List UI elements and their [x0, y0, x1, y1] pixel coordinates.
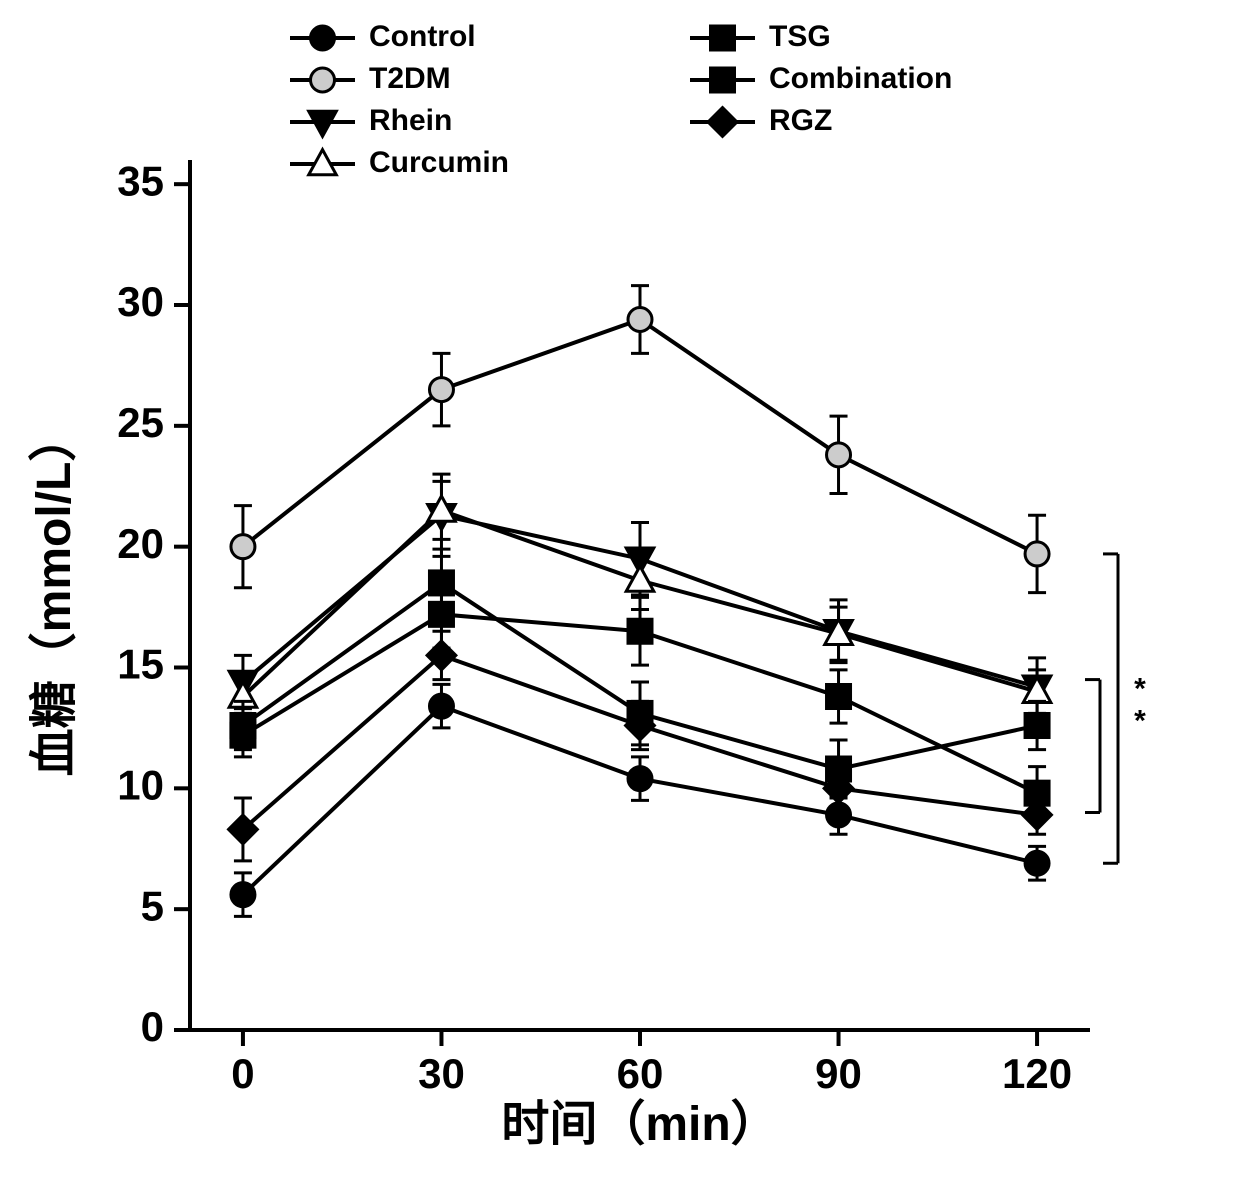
x-tick-label: 90: [815, 1050, 862, 1097]
legend-item-curcumin: Curcumin: [290, 146, 509, 179]
y-tick-label: 25: [117, 399, 164, 446]
chart-container: 0 5 10 15 20 25 30 35 0 30 60 90 120 时间（min） 血糖（mmol/L…: [0, 0, 1240, 1199]
legend-label: Combination: [769, 62, 952, 95]
legend-label: Control: [369, 20, 476, 53]
sig-star: *: [1134, 673, 1146, 706]
legend-label: Rhein: [369, 104, 452, 137]
x-tick-label: 0: [231, 1050, 254, 1097]
y-tick-label: 30: [117, 278, 164, 325]
legend-label: T2DM: [369, 62, 451, 95]
x-tick-label: 60: [617, 1050, 664, 1097]
y-tick-label: 15: [117, 641, 164, 688]
x-tick-label: 120: [1002, 1050, 1072, 1097]
y-tick-label: 35: [117, 157, 164, 204]
legend-label: Curcumin: [369, 146, 509, 179]
y-tick-label: 20: [117, 520, 164, 567]
legend-label: RGZ: [769, 104, 832, 137]
y-tick-label: 10: [117, 761, 164, 808]
x-axis-label: 时间（min）: [501, 1098, 778, 1151]
y-tick-label: 5: [141, 882, 164, 929]
y-axis-label: 血糖（mmol/L）: [28, 414, 81, 777]
y-tick-label: 0: [141, 1003, 164, 1050]
sig-star: *: [1134, 705, 1146, 738]
legend-item-combination: Combination: [690, 62, 952, 95]
x-tick-label: 30: [418, 1050, 465, 1097]
legend-label: TSG: [769, 20, 831, 53]
chart-svg: 0 5 10 15 20 25 30 35 0 30 60 90 120 时间（min） 血糖（mmol/L…: [0, 0, 1240, 1199]
